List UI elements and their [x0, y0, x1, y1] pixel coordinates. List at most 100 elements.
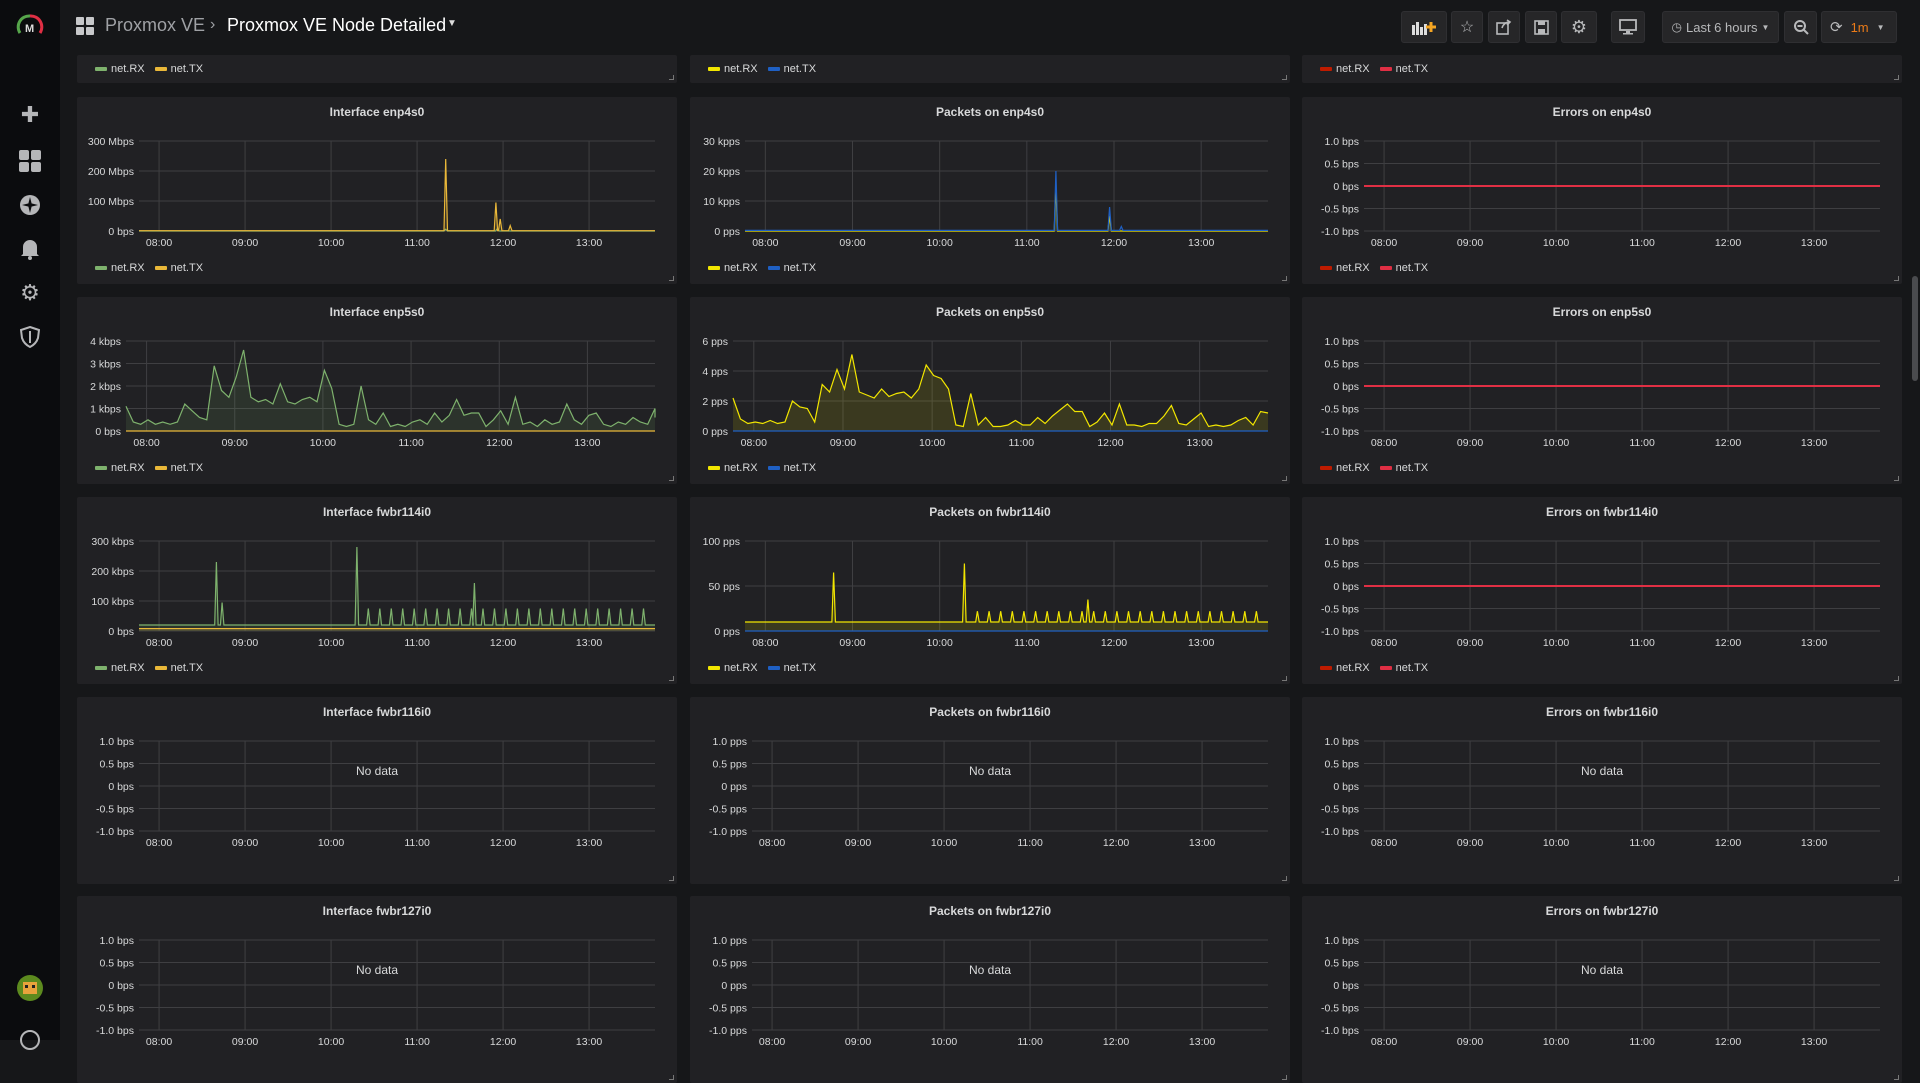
graph-panel[interactable]: Errors on enp4s0 1.0 bps 0.5 bps 0 bps -0.5 … — [1302, 97, 1902, 284]
save-button[interactable] — [1525, 11, 1557, 43]
panel-title[interactable]: Packets on enp4s0 — [935, 105, 1045, 119]
graph-panel[interactable]: net.RX net.TX — [1302, 55, 1902, 83]
chart-area[interactable]: 1.0 bps 0.5 bps 0 bps -0.5 bps -1.0 bps 08:00… — [1302, 297, 1902, 484]
dashboard-settings-button[interactable]: ⚙ — [1561, 11, 1597, 43]
resize-handle[interactable] — [669, 75, 674, 80]
refresh-button[interactable]: ⟳ 1m ▼ — [1821, 11, 1897, 43]
resize-handle[interactable] — [669, 276, 674, 281]
legend-item[interactable]: net.TX — [154, 662, 203, 674]
resize-handle[interactable] — [1894, 276, 1899, 281]
legend-item[interactable]: net.RX — [1320, 662, 1370, 674]
resize-handle[interactable] — [1282, 676, 1287, 681]
legend-item[interactable]: net.TX — [767, 262, 816, 274]
plus-icon[interactable]: ✚ — [20, 102, 40, 127]
refresh-interval[interactable]: 1m — [1850, 19, 1869, 35]
resize-handle[interactable] — [1282, 876, 1287, 881]
legend-item[interactable]: net.TX — [1379, 462, 1428, 474]
legend-item[interactable]: net.RX — [95, 63, 145, 75]
resize-handle[interactable] — [669, 1075, 674, 1080]
zoom-out-button[interactable] — [1784, 11, 1817, 43]
graph-panel[interactable]: Packets on fwbr127i0 1.0 pps 0.5 pps 0 pps -… — [690, 896, 1290, 1083]
legend-item[interactable]: net.RX — [708, 462, 758, 474]
graph-panel[interactable]: Errors on fwbr127i0 1.0 bps 0.5 bps 0 bps -0… — [1302, 896, 1902, 1083]
gear-icon[interactable]: ⚙ — [20, 280, 40, 305]
chart-area[interactable]: 1.0 bps 0.5 bps 0 bps -0.5 bps -1.0 bps 08:00… — [1302, 896, 1902, 1083]
explore-compass-icon[interactable] — [14, 189, 46, 221]
panel-title[interactable]: Interface fwbr114i0 — [322, 505, 432, 519]
add-panel-button[interactable] — [1401, 11, 1447, 43]
legend-item[interactable]: net.RX — [1320, 262, 1370, 274]
panel-title[interactable]: Interface fwbr116i0 — [322, 705, 432, 719]
panel-title[interactable]: Packets on fwbr116i0 — [929, 705, 1051, 719]
chart-area[interactable]: 1.0 bps 0.5 bps 0 bps -0.5 bps -1.0 bps 08:00… — [77, 697, 677, 884]
resize-handle[interactable] — [669, 676, 674, 681]
graph-panel[interactable]: Packets on enp5s0 6 pps 4 pps 2 pps 0 pps 08:… — [690, 297, 1290, 484]
resize-handle[interactable] — [669, 876, 674, 881]
graph-panel[interactable]: Interface fwbr116i0 1.0 bps 0.5 bps 0 bps -0… — [77, 697, 677, 884]
legend-item[interactable]: net.TX — [767, 462, 816, 474]
legend-item[interactable]: net.TX — [154, 63, 203, 75]
resize-handle[interactable] — [1894, 676, 1899, 681]
time-picker-button[interactable]: ◷ Last 6 hours ▼ — [1662, 11, 1779, 43]
legend-item[interactable]: net.TX — [1379, 63, 1428, 75]
legend-item[interactable]: net.TX — [1379, 662, 1428, 674]
chart-area[interactable]: 1.0 bps 0.5 bps 0 bps -0.5 bps -1.0 bps 08:00… — [1302, 697, 1902, 884]
panel-title[interactable]: Errors on fwbr127i0 — [1545, 904, 1659, 918]
graph-panel[interactable]: Errors on fwbr116i0 1.0 bps 0.5 bps 0 bps -0… — [1302, 697, 1902, 884]
graph-panel[interactable]: Errors on enp5s0 1.0 bps 0.5 bps 0 bps -0.5 … — [1302, 297, 1902, 484]
resize-handle[interactable] — [1894, 476, 1899, 481]
legend-item[interactable]: net.RX — [708, 262, 758, 274]
legend-item[interactable]: net.RX — [708, 662, 758, 674]
panel-title[interactable]: Interface fwbr127i0 — [322, 904, 432, 918]
legend-item[interactable]: net.TX — [1379, 262, 1428, 274]
legend-item[interactable]: net.TX — [767, 63, 816, 75]
bell-icon[interactable] — [14, 233, 46, 265]
graph-panel[interactable]: net.RX net.TX — [690, 55, 1290, 83]
chart-area[interactable]: 6 pps 4 pps 2 pps 0 pps 08:00 09:00 10:00 11:00… — [690, 297, 1290, 484]
chart-area[interactable]: 4 kbps 3 kbps 2 kbps 1 kbps 0 bps 08:00 09:00 1… — [77, 297, 677, 484]
chart-area[interactable]: 1.0 bps 0.5 bps 0 bps -0.5 bps -1.0 bps 08:00… — [1302, 97, 1902, 284]
chart-area[interactable]: 1.0 bps 0.5 bps 0 bps -0.5 bps -1.0 bps 08:00… — [77, 896, 677, 1083]
panel-title[interactable]: Packets on fwbr127i0 — [928, 904, 1052, 918]
resize-handle[interactable] — [1282, 276, 1287, 281]
panel-title[interactable]: Interface enp5s0 — [329, 305, 425, 319]
caret-down-icon[interactable]: ▼ — [447, 18, 457, 29]
star-button[interactable]: ☆ — [1451, 11, 1483, 43]
shield-icon[interactable] — [14, 321, 46, 353]
legend-item[interactable]: net.RX — [95, 262, 145, 274]
legend-item[interactable]: net.RX — [708, 63, 758, 75]
tv-mode-button[interactable] — [1611, 11, 1645, 43]
panel-title[interactable]: Errors on fwbr114i0 — [1545, 505, 1659, 519]
breadcrumb-folder[interactable]: Proxmox VE — [105, 15, 206, 35]
chart-area[interactable]: 1.0 pps 0.5 pps 0 pps -0.5 pps -1.0 pps 08:00… — [690, 896, 1290, 1083]
graph-panel[interactable]: Interface fwbr114i0 300 kbps 200 kbps 100 k… — [77, 497, 677, 684]
chart-area[interactable]: 300 Mbps 200 Mbps 100 Mbps 0 bps 08:00 09:00 1… — [77, 97, 677, 284]
help-icon[interactable] — [14, 1024, 46, 1056]
graph-panel[interactable]: Packets on fwbr114i0 100 pps 50 pps 0 pps 08… — [690, 497, 1290, 684]
panel-title[interactable]: Errors on enp5s0 — [1552, 305, 1652, 319]
graph-panel[interactable]: Interface enp4s0 300 Mbps 200 Mbps 100 Mbps… — [77, 97, 677, 284]
panel-title[interactable]: Errors on enp4s0 — [1552, 105, 1652, 119]
graph-panel[interactable]: Packets on fwbr116i0 1.0 pps 0.5 pps 0 pps -… — [690, 697, 1290, 884]
resize-handle[interactable] — [1894, 1075, 1899, 1080]
legend-item[interactable]: net.RX — [95, 462, 145, 474]
dashboard-title[interactable]: Proxmox VE Node Detailed — [227, 15, 447, 35]
legend-item[interactable]: net.TX — [154, 462, 203, 474]
panel-title[interactable]: Packets on enp5s0 — [935, 305, 1045, 319]
legend-item[interactable]: net.TX — [154, 262, 203, 274]
resize-handle[interactable] — [1894, 75, 1899, 80]
grafana-logo-icon[interactable]: M — [14, 10, 46, 42]
panel-title[interactable]: Interface enp4s0 — [329, 105, 425, 119]
resize-handle[interactable] — [669, 476, 674, 481]
legend-item[interactable]: net.RX — [1320, 462, 1370, 474]
graph-panel[interactable]: net.RX net.TX — [77, 55, 677, 83]
graph-panel[interactable]: Errors on fwbr114i0 1.0 bps 0.5 bps 0 bps -0… — [1302, 497, 1902, 684]
chart-area[interactable]: 100 pps 50 pps 0 pps 08:00 09:00 10:00 11:00 12… — [690, 497, 1290, 684]
legend-item[interactable]: net.RX — [1320, 63, 1370, 75]
legend-item[interactable]: net.TX — [767, 662, 816, 674]
panel-title[interactable]: Packets on fwbr114i0 — [929, 505, 1051, 519]
dashboards-icon[interactable] — [14, 145, 46, 177]
chart-area[interactable]: 1.0 pps 0.5 pps 0 pps -0.5 pps -1.0 pps 08:00… — [690, 697, 1290, 884]
chart-area[interactable]: 300 kbps 200 kbps 100 kbps 0 bps 08:00 09:00 1… — [77, 497, 677, 684]
resize-handle[interactable] — [1894, 876, 1899, 881]
